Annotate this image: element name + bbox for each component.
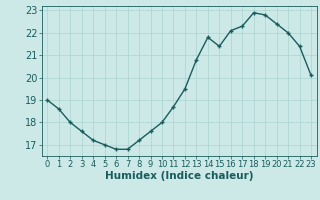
X-axis label: Humidex (Indice chaleur): Humidex (Indice chaleur) — [105, 171, 253, 181]
